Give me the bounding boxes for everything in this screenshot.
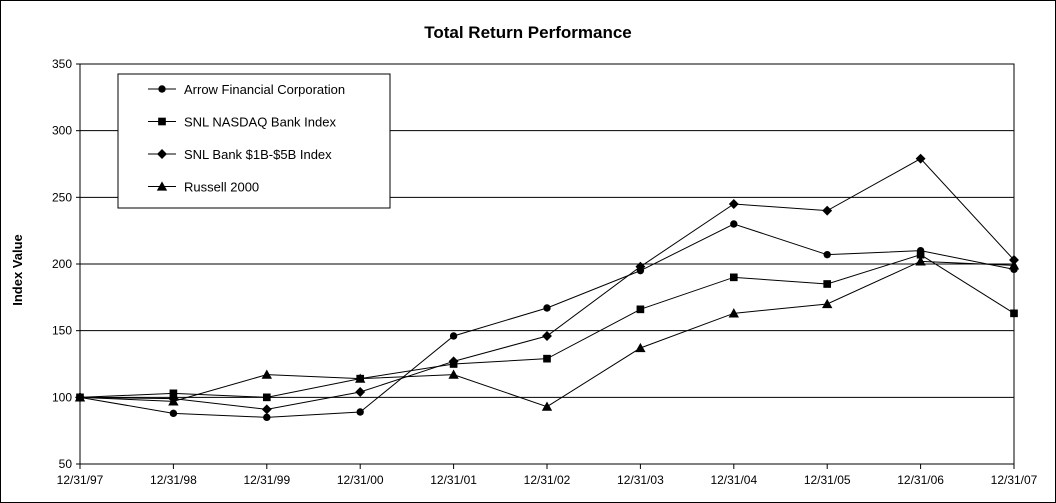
data-point	[262, 393, 271, 402]
y-tick-label: 200	[52, 257, 72, 271]
x-tick-label: 12/31/02	[524, 473, 571, 487]
data-point	[636, 305, 645, 314]
data-point	[168, 396, 179, 406]
legend-label: SNL NASDAQ Bank Index	[184, 115, 336, 130]
data-point	[449, 332, 458, 340]
data-point	[1010, 309, 1018, 318]
y-tick-label: 250	[52, 190, 72, 204]
data-point	[915, 153, 926, 164]
data-point	[730, 220, 738, 228]
legend-label: Russell 2000	[184, 180, 259, 195]
legend-marker	[158, 117, 166, 126]
data-point	[823, 250, 831, 259]
chart-title: Total Return Performance	[424, 23, 632, 42]
data-point	[543, 354, 551, 363]
data-point	[169, 409, 178, 418]
y-tick-label: 150	[52, 324, 72, 338]
x-tick-label: 12/31/06	[897, 473, 944, 487]
legend-marker	[158, 85, 166, 93]
data-point	[822, 298, 833, 309]
data-point	[355, 373, 366, 383]
legend-marker	[156, 181, 168, 191]
data-point	[635, 261, 646, 272]
data-point	[261, 369, 272, 379]
x-tick-label: 12/31/99	[243, 473, 290, 487]
legend-marker	[157, 149, 167, 159]
legend-label: SNL Bank $1B-$5B Index	[184, 147, 332, 162]
data-point	[1009, 255, 1019, 265]
data-point	[635, 342, 646, 353]
data-point	[728, 308, 739, 318]
y-axis-label: Index Value	[10, 234, 25, 306]
data-point	[263, 413, 271, 422]
data-point	[822, 205, 833, 216]
x-tick-label: 12/31/98	[150, 473, 197, 487]
data-point	[823, 280, 832, 288]
data-point	[916, 250, 925, 259]
y-tick-label: 50	[59, 457, 73, 471]
y-tick-label: 350	[52, 57, 72, 71]
data-point	[261, 404, 272, 415]
x-tick-label: 12/31/00	[337, 473, 384, 487]
legend-label: Arrow Financial Corporation	[184, 82, 345, 97]
data-point	[74, 392, 86, 402]
data-point	[448, 369, 459, 379]
legend: Arrow Financial Corporation SNL NASDAQ Ba…	[117, 73, 391, 209]
data-point	[1008, 260, 1020, 270]
data-point	[448, 356, 459, 367]
x-tick-label: 12/31/01	[430, 473, 477, 487]
data-point	[542, 331, 552, 341]
data-point	[728, 199, 739, 209]
x-tick-label: 12/31/04	[710, 473, 757, 487]
data-point	[543, 304, 551, 312]
data-point	[541, 401, 553, 411]
data-point	[915, 256, 926, 266]
data-point	[356, 408, 364, 416]
x-tick-label: 12/31/07	[991, 473, 1038, 487]
data-point	[169, 389, 178, 398]
y-tick-label: 300	[52, 124, 72, 138]
x-tick-label: 12/31/97	[57, 473, 104, 487]
data-point	[729, 273, 738, 282]
data-point	[355, 387, 366, 397]
x-tick-label: 12/31/05	[804, 473, 851, 487]
x-tick-label: 12/31/03	[617, 473, 664, 487]
y-tick-label: 100	[52, 390, 72, 404]
